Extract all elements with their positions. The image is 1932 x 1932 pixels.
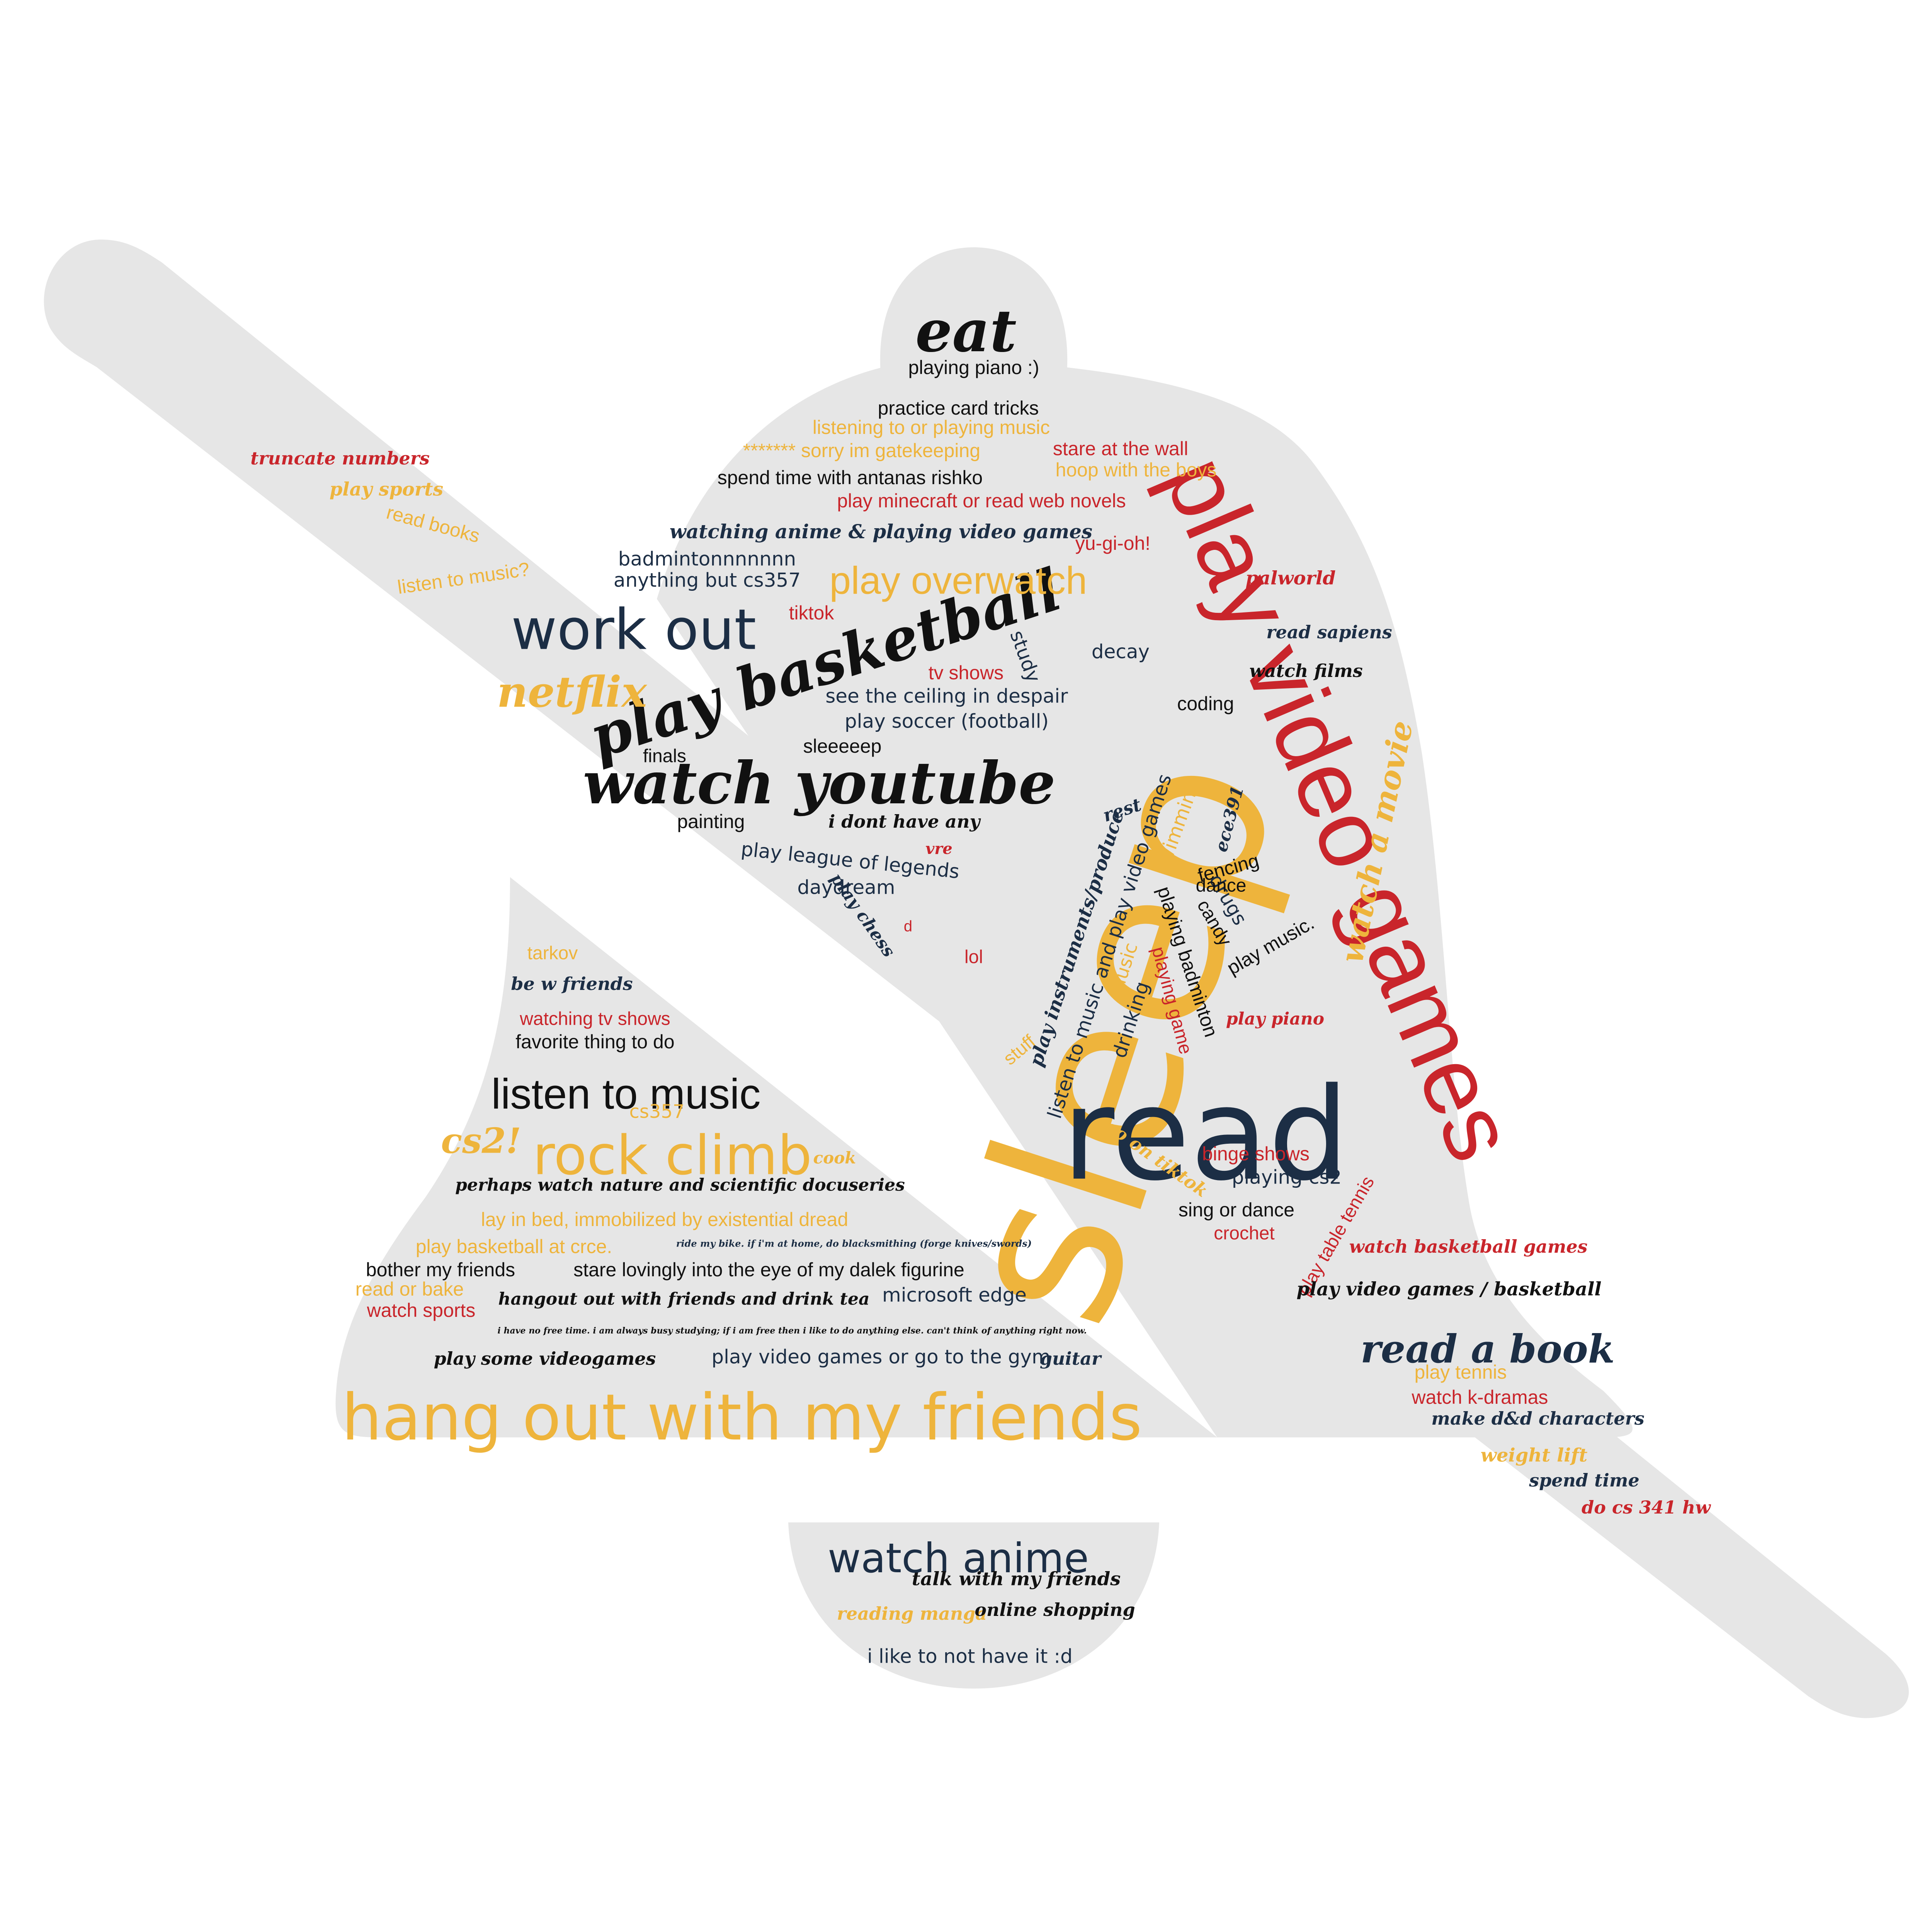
cloud-word: play piano [1226,1009,1324,1029]
cloud-word: play some videogames [434,1348,656,1369]
cloud-word: lol [964,947,983,968]
cloud-word: ******* sorry im gatekeeping [743,440,980,461]
cloud-word: weight lift [1481,1445,1588,1466]
cloud-word: play basketball at crce. [416,1236,612,1257]
cloud-word: vre [925,840,952,858]
cloud-word: tv shows [929,662,1004,684]
cloud-word: dance [1196,876,1247,896]
cloud-word: talk with my friends [912,1568,1121,1590]
cloud-word: play soccer (football) [845,710,1049,733]
cloud-word: tarkov [527,943,578,964]
cloud-word: sing or dance [1179,1199,1294,1221]
cloud-word: microsoft edge [882,1284,1027,1306]
cloud-word: stare lovingly into the eye of my dalek … [573,1259,964,1281]
cloud-word: watching anime & playing video games [670,520,1092,543]
cloud-word: daydream [797,876,895,899]
cloud-word: tiktok [789,602,835,624]
cloud-word: work out [511,597,756,663]
cloud-word: binge shows [1202,1143,1310,1165]
cloud-word: read [1062,1060,1349,1209]
cloud-word: play overwatch [830,559,1087,602]
cloud-word: play video games or go to the gym [711,1346,1050,1368]
cloud-word: bother my friends [366,1259,515,1281]
cloud-word: i dont have any [828,811,981,832]
cloud-word: see the ceiling in despair [825,685,1068,707]
bell-clapper [788,1522,1159,1689]
cloud-word: eat [915,297,1017,365]
cloud-word: d [904,918,912,935]
bell-body [335,358,1633,1437]
cloud-word: ride my bike. if i'm at home, do blacksm… [676,1238,1032,1249]
cloud-word: practice card tricks [878,397,1039,419]
cloud-word: online shopping [975,1599,1135,1620]
cloud-word: i like to not have it :d [867,1645,1073,1668]
cloud-word: watch youtube [583,749,1055,817]
cloud-word: hang out with my friends [342,1380,1142,1454]
cloud-word: hangout out with friends and drink tea [498,1289,870,1309]
cloud-word: decay [1092,641,1150,663]
cloud-word: netflix [497,667,648,717]
cloud-word: finals [643,746,686,767]
cloud-word: cs357 [629,1101,684,1122]
cloud-word: cs2! [441,1121,521,1162]
cloud-word: play minecraft or read web novels [837,490,1126,512]
cloud-word: coding [1177,693,1234,714]
cloud-word: listen to music [492,1070,761,1118]
cloud-word: i have no free time. i am always busy st… [497,1326,1087,1336]
cloud-word: listening to or playing music [813,417,1050,438]
cloud-word: cook [813,1148,856,1167]
bell-slash-icon [44,240,1909,1718]
cloud-word: spend time [1529,1470,1639,1491]
cloud-word: yu-gi-oh! [1075,532,1151,554]
cloud-word: sleeeeep [803,735,882,757]
cloud-word: watch anime [828,1535,1089,1582]
slash-bar [44,240,1909,1718]
cloud-word: watch k-dramas [1412,1386,1548,1408]
cloud-word: stare at the wall [1053,438,1188,459]
cloud-word: watch sports [367,1299,476,1321]
cloud-word: be w friends [511,973,633,994]
cloud-word: hoop with the boys [1056,459,1217,481]
cloud-word: favorite thing to do [515,1031,674,1053]
cloud-word: painting [677,811,745,832]
cloud-word: reading manga [837,1603,987,1624]
cloud-word: palworld [1245,568,1335,589]
cloud-word: badmintonnnnnnn [618,548,796,570]
cloud-word: watch basketball games [1349,1236,1587,1257]
cloud-word: guitar [1040,1348,1102,1369]
cloud-word: crochet [1214,1223,1274,1244]
cloud-word: lay in bed, immobilized by existential d… [481,1209,849,1230]
bell-top-knob [880,247,1068,379]
cloud-word: playing cs2 [1232,1166,1342,1189]
cloud-word: do cs 341 hw [1582,1497,1711,1518]
cloud-word: anything but cs357 [614,569,801,592]
cloud-word: truncate numbers [250,448,430,469]
cloud-word: read or bake [355,1278,464,1300]
cloud-word: play sports [330,479,444,500]
cloud-word: rock climb [533,1124,812,1187]
cloud-word: playing piano :) [908,357,1039,378]
cloud-word: read sapiens [1266,622,1392,643]
cloud-word: perhaps watch nature and scientific docu… [455,1175,905,1195]
cloud-word: watch films [1249,660,1363,681]
cloud-word: spend time with antanas rishko [718,467,983,488]
cloud-word: play video games / basketball [1296,1279,1601,1300]
cloud-word: read a book [1361,1326,1615,1372]
cloud-word: make d&d characters [1431,1408,1644,1429]
cloud-word: play tennis [1414,1361,1507,1383]
cloud-word: watching tv shows [519,1009,670,1029]
